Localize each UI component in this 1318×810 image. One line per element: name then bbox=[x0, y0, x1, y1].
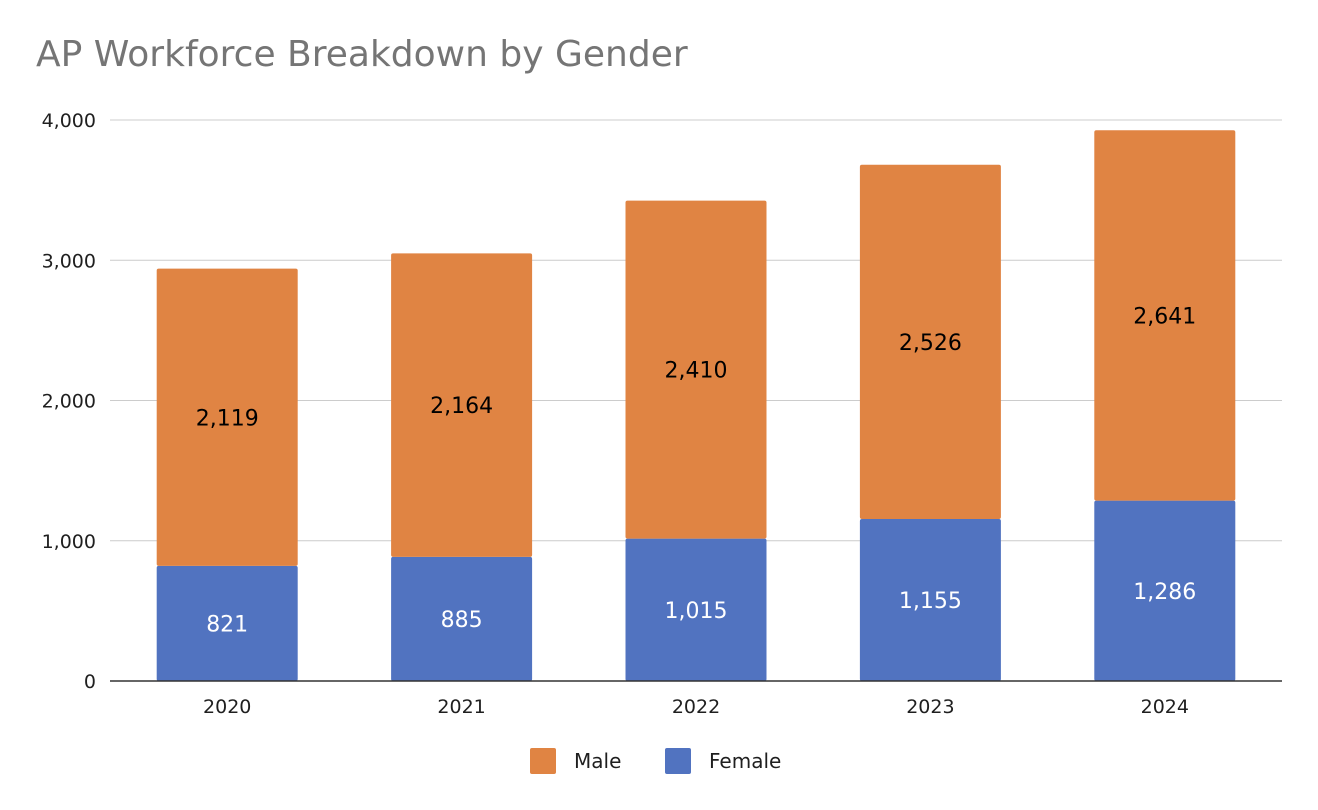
y-tick-label: 0 bbox=[84, 671, 96, 693]
legend-label-male: Male bbox=[574, 749, 621, 773]
data-labels: 821 2,119 885 2,164 1,015 2,410 1,155 2,526 1,28… bbox=[196, 304, 1197, 637]
legend: Male Female bbox=[530, 748, 781, 774]
bar-female bbox=[156, 565, 298, 681]
legend-label-female: Female bbox=[709, 749, 781, 773]
x-tick-label: 2024 bbox=[1141, 696, 1189, 718]
bar-female bbox=[859, 519, 1001, 681]
legend-swatch-female bbox=[665, 748, 691, 774]
bar-female bbox=[391, 556, 533, 681]
data-label-female: 1,015 bbox=[665, 599, 728, 624]
bar-male bbox=[156, 268, 298, 566]
y-tick-label: 4,000 bbox=[42, 110, 96, 132]
chart-title: AP Workforce Breakdown by Gender bbox=[36, 34, 688, 75]
axes: 0 1,000 2,000 3,000 4,000 2020 2021 2022 2023 202… bbox=[42, 110, 1282, 718]
data-label-male: 2,641 bbox=[1133, 304, 1196, 329]
data-label-male: 2,410 bbox=[665, 359, 728, 384]
legend-swatch-male bbox=[530, 748, 556, 774]
bar-male bbox=[391, 253, 533, 557]
bar-female bbox=[1094, 500, 1236, 681]
x-tick-label: 2022 bbox=[672, 696, 720, 718]
data-label-male: 2,164 bbox=[430, 394, 493, 419]
data-label-female: 1,286 bbox=[1133, 580, 1196, 605]
bar-male bbox=[625, 200, 767, 539]
x-tick-label: 2023 bbox=[906, 696, 954, 718]
bar-male bbox=[859, 164, 1001, 520]
x-tick-label: 2021 bbox=[437, 696, 485, 718]
data-label-female: 821 bbox=[206, 612, 248, 637]
data-label-female: 885 bbox=[441, 608, 483, 633]
bars bbox=[156, 130, 1236, 681]
data-label-female: 1,155 bbox=[899, 589, 962, 614]
y-tick-label: 3,000 bbox=[42, 250, 96, 272]
bar-male bbox=[1094, 130, 1236, 501]
data-label-male: 2,526 bbox=[899, 331, 962, 356]
y-tick-label: 2,000 bbox=[42, 391, 96, 413]
bar-female bbox=[625, 538, 767, 681]
data-label-male: 2,119 bbox=[196, 406, 259, 431]
y-tick-label: 1,000 bbox=[42, 531, 96, 553]
x-tick-label: 2020 bbox=[203, 696, 251, 718]
